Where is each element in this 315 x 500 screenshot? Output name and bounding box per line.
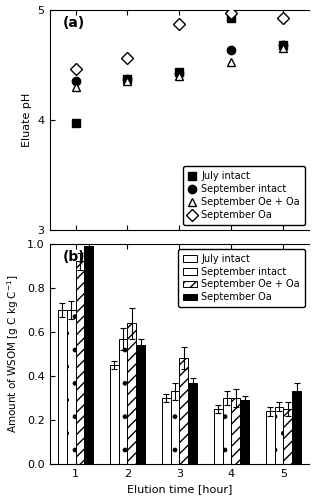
Bar <box>76 262 84 464</box>
Bar <box>292 392 301 464</box>
Text: (a): (a) <box>62 16 85 30</box>
Y-axis label: Eluate pH: Eluate pH <box>22 92 32 147</box>
Legend: July intact, September intact, September Oe + Oa, September Oa: July intact, September intact, September… <box>183 166 305 225</box>
Bar <box>67 310 76 464</box>
Text: (b): (b) <box>62 250 85 264</box>
X-axis label: Elution time [hour]: Elution time [hour] <box>127 484 232 494</box>
Bar <box>136 345 145 464</box>
Bar <box>171 392 180 464</box>
Bar <box>188 382 197 464</box>
Bar <box>58 310 67 464</box>
Bar <box>119 338 128 464</box>
Bar <box>275 407 284 464</box>
Bar <box>223 398 232 464</box>
Bar <box>110 365 119 464</box>
Y-axis label: Amount of WSOM [g C kg C$^{-1}$]: Amount of WSOM [g C kg C$^{-1}$] <box>6 274 21 433</box>
Bar <box>162 398 171 464</box>
Legend: July intact, September intact, September Oe + Oa, September Oa: July intact, September intact, September… <box>178 248 305 307</box>
Bar <box>180 358 188 464</box>
Bar <box>214 409 223 464</box>
Bar <box>128 323 136 464</box>
Bar <box>232 398 240 464</box>
Bar <box>240 400 249 464</box>
Bar <box>284 409 292 464</box>
Bar <box>84 246 93 464</box>
Bar <box>266 411 275 464</box>
